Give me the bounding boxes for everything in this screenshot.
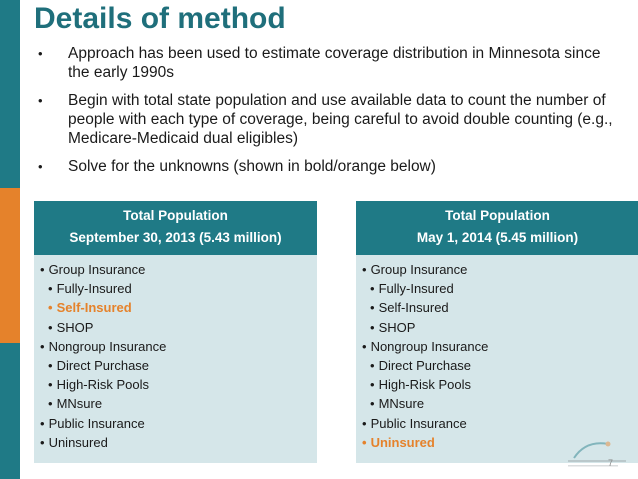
bullet-dot-icon: • xyxy=(48,300,53,316)
coverage-label: Nongroup Insurance xyxy=(48,338,167,354)
coverage-list-item: • Public Insurance xyxy=(34,414,317,433)
bullet-dot-icon: • xyxy=(48,281,53,297)
coverage-label: Fully-Insured xyxy=(378,281,454,297)
coverage-label: Fully-Insured xyxy=(56,281,132,297)
accent-bar-bottom xyxy=(0,343,20,479)
bullet-dot-icon: • xyxy=(370,281,375,297)
bullet-dot-icon: • xyxy=(362,262,367,277)
coverage-list-item: • SHOP xyxy=(356,318,638,337)
slide-title: Details of method xyxy=(34,2,286,35)
bullet-dot-icon: • xyxy=(370,396,375,412)
page-number: 7 xyxy=(608,458,614,468)
bullet-item: • Approach has been used to estimate cove… xyxy=(38,44,618,82)
bullet-text: Solve for the unknowns (shown in bold/or… xyxy=(68,158,436,175)
panel-header-date: September 30, 2013 (5.43 million) xyxy=(69,230,282,245)
coverage-label: Direct Purchase xyxy=(56,357,150,373)
coverage-label: Uninsured xyxy=(48,434,108,450)
bullet-dot-icon: • xyxy=(40,338,45,354)
coverage-list-item: • Uninsured xyxy=(356,433,638,452)
coverage-label: Group Insurance xyxy=(48,262,146,277)
bullet-text: Approach has been used to estimate cover… xyxy=(68,45,601,81)
bullet-text: Begin with total state population and us… xyxy=(68,92,613,147)
coverage-list-item: • MNsure xyxy=(34,394,317,413)
bullet-dot-icon: • xyxy=(362,415,367,431)
coverage-list-item: • MNsure xyxy=(356,394,638,413)
bullet-item: • Solve for the unknowns (shown in bold/o… xyxy=(38,157,618,176)
bullet-dot-icon: • xyxy=(48,319,53,335)
panel-may-2014: Total Population May 1, 2014 (5.45 milli… xyxy=(356,201,638,463)
panel-header-date: May 1, 2014 (5.45 million) xyxy=(416,230,579,245)
bullet-dot-icon: • xyxy=(370,319,375,335)
bullet-dot-icon: • xyxy=(370,300,375,316)
coverage-list-item: • Public Insurance xyxy=(356,414,638,433)
coverage-list-item: • Fully-Insured xyxy=(34,279,317,298)
coverage-list-item: • Group Insurance xyxy=(34,260,317,279)
coverage-list-item: • Direct Purchase xyxy=(356,356,638,375)
coverage-label: Public Insurance xyxy=(48,415,145,431)
panel-body: • Group Insurance • Fully-Insured • Self-Insu… xyxy=(34,255,317,463)
panel-header: Total Population May 1, 2014 (5.45 milli… xyxy=(356,201,638,255)
coverage-label: MNsure xyxy=(378,396,425,412)
coverage-list-item: • Direct Purchase xyxy=(34,356,317,375)
bullet-item: • Begin with total state population and u… xyxy=(38,91,618,148)
bullet-dot-icon: • xyxy=(362,338,367,354)
coverage-label: High-Risk Pools xyxy=(56,377,150,393)
coverage-list-item: • Uninsured xyxy=(34,433,317,452)
bullet-dot-icon: • xyxy=(48,357,53,373)
coverage-label: Direct Purchase xyxy=(378,357,472,373)
coverage-label: MNsure xyxy=(56,396,103,412)
coverage-list-item: • Group Insurance xyxy=(356,260,638,279)
bullet-dot-icon: • xyxy=(38,159,43,174)
shadac-logo-icon xyxy=(568,441,626,467)
coverage-list-item: • High-Risk Pools xyxy=(356,375,638,394)
coverage-label: Uninsured xyxy=(370,434,435,450)
coverage-label: Self-Insured xyxy=(378,300,449,316)
bullet-dot-icon: • xyxy=(38,46,43,61)
coverage-list-item: • SHOP xyxy=(34,318,317,337)
bullet-dot-icon: • xyxy=(362,434,367,450)
coverage-list-item: • Nongroup Insurance xyxy=(34,337,317,356)
bullet-dot-icon: • xyxy=(370,377,375,393)
coverage-label: High-Risk Pools xyxy=(378,377,472,393)
coverage-label: Group Insurance xyxy=(370,262,468,277)
bullet-dot-icon: • xyxy=(40,262,45,277)
panel-header-title: Total Population xyxy=(123,208,228,223)
bullet-dot-icon: • xyxy=(370,357,375,373)
coverage-label: Public Insurance xyxy=(370,415,467,431)
panel-september-2013: Total Population September 30, 2013 (5.4… xyxy=(34,201,317,463)
accent-bar-top xyxy=(0,0,20,188)
coverage-list-item: • Self-Insured xyxy=(356,298,638,317)
coverage-list-item: • High-Risk Pools xyxy=(34,375,317,394)
coverage-label: Nongroup Insurance xyxy=(370,338,489,354)
bullet-dot-icon: • xyxy=(38,93,43,108)
coverage-label: SHOP xyxy=(378,319,416,335)
bullet-dot-icon: • xyxy=(48,377,53,393)
coverage-label: SHOP xyxy=(56,319,94,335)
coverage-list-item: • Fully-Insured xyxy=(356,279,638,298)
coverage-list-item: • Nongroup Insurance xyxy=(356,337,638,356)
coverage-list-item: • Self-Insured xyxy=(34,298,317,317)
coverage-label: Self-Insured xyxy=(56,300,132,316)
bullet-dot-icon: • xyxy=(48,396,53,412)
bullet-dot-icon: • xyxy=(40,434,45,450)
panel-header: Total Population September 30, 2013 (5.4… xyxy=(34,201,317,255)
accent-bar-middle xyxy=(0,188,20,343)
panel-header-title: Total Population xyxy=(445,208,550,223)
panel-body: • Group Insurance • Fully-Insured • Self-Insu… xyxy=(356,255,638,463)
bullet-dot-icon: • xyxy=(40,415,45,431)
method-bullet-list: • Approach has been used to estimate cove… xyxy=(38,44,618,185)
